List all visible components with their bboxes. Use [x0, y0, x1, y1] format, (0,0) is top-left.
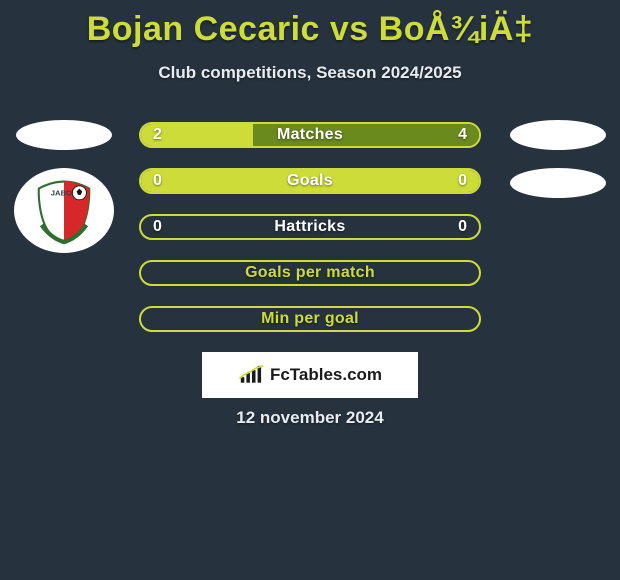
stat-value-right: 0 — [458, 172, 467, 190]
stat-row: 2 4 Matches — [139, 122, 481, 148]
date-text: 12 november 2024 — [0, 408, 620, 428]
stat-label: Min per goal — [261, 310, 359, 328]
stat-label: Goals per match — [245, 264, 375, 282]
subtitle: Club competitions, Season 2024/2025 — [0, 63, 620, 83]
stat-value-right: 0 — [458, 218, 467, 236]
club-badge-icon: JABOP — [29, 176, 99, 246]
stat-label: Hattricks — [274, 218, 345, 236]
stat-value-right: 4 — [458, 126, 467, 144]
right-player-oval — [510, 120, 606, 150]
stat-row: 0 0 Hattricks — [139, 214, 481, 240]
stat-label: Matches — [277, 126, 343, 144]
brand-box: FcTables.com — [202, 352, 418, 398]
brand-chart-icon — [238, 364, 266, 386]
stat-row: 0 0 Goals — [139, 168, 481, 194]
infographic-content: Bojan Cecaric vs BoÅ¾iÄ‡ Club competitio… — [0, 0, 620, 580]
stat-row: Min per goal — [139, 306, 481, 332]
stat-label: Goals — [287, 172, 333, 190]
brand-text: FcTables.com — [270, 365, 382, 385]
stat-value-left: 0 — [153, 172, 162, 190]
right-player-column — [510, 120, 606, 198]
page-title: Bojan Cecaric vs BoÅ¾iÄ‡ — [0, 0, 620, 49]
left-club-badge: JABOP — [14, 168, 114, 253]
stat-value-left: 2 — [153, 126, 162, 144]
stat-rows: 2 4 Matches 0 0 Goals 0 0 Hattricks Goals per mat… — [139, 122, 481, 332]
left-player-column: JABOP — [14, 120, 114, 253]
stat-row: Goals per match — [139, 260, 481, 286]
left-player-oval — [16, 120, 112, 150]
stat-value-left: 0 — [153, 218, 162, 236]
right-club-oval — [510, 168, 606, 198]
